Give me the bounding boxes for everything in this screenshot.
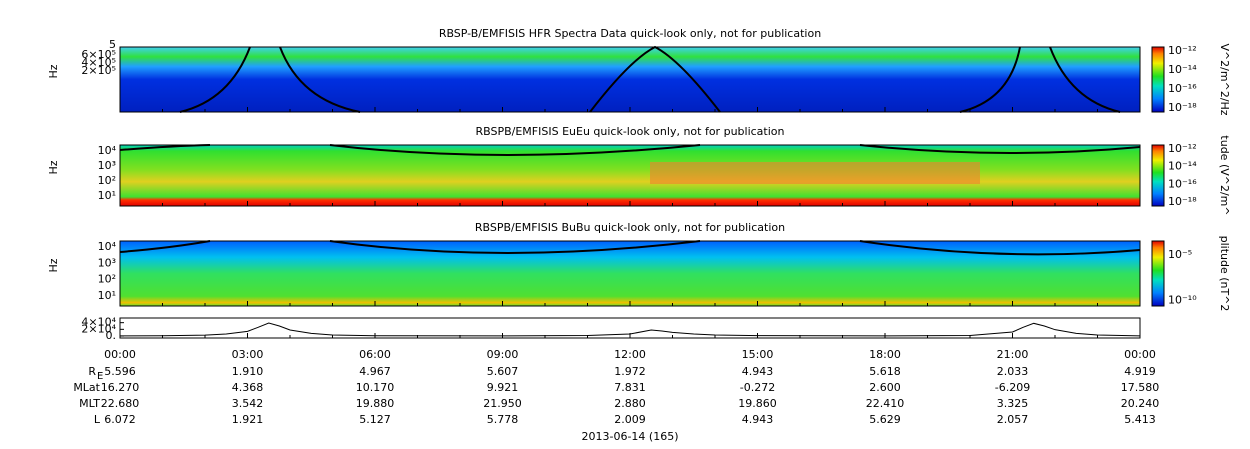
colorbar-tick-label: 10⁻¹⁸ <box>1168 101 1197 114</box>
y-tick-label: 6×10⁵ <box>81 48 116 61</box>
colorbar <box>1151 144 1165 207</box>
panel-title: RBSPB/EMFISIS EuEu quick-look only, not … <box>475 125 784 138</box>
date-label: 2013-06-14 (165) <box>581 430 678 443</box>
ephemeris-label: MLat <box>73 381 100 394</box>
ephemeris-label: L <box>94 413 101 426</box>
colorbar-tick-label: 10⁻⁵ <box>1168 248 1192 261</box>
x-tick-label: 21:00 <box>997 348 1029 361</box>
x-tick-label: 06:00 <box>359 348 391 361</box>
y-tick-label: 4×10⁴ <box>81 316 116 329</box>
ephemeris-value: 16.270 <box>101 381 140 394</box>
y-tick-label: 10⁴ <box>98 240 117 253</box>
y-tick-label: 10² <box>98 174 116 187</box>
y-tick-label: 2×10⁴ <box>81 322 116 335</box>
ephemeris-value: 2.057 <box>997 413 1029 426</box>
ephemeris-value: 17.580 <box>1121 381 1160 394</box>
colorbar-label: tude (V^2/m^ <box>1218 135 1231 215</box>
ephemeris-value: 22.680 <box>101 397 140 410</box>
x-tick-label: 18:00 <box>869 348 901 361</box>
ephemeris-value: 1.921 <box>232 413 264 426</box>
ephemeris-label-sub: E <box>97 371 103 382</box>
ephemeris-value: 2.600 <box>869 381 901 394</box>
y-tick-label: 5 <box>109 38 116 51</box>
colorbar-label: V^2/m^2/Hz <box>1218 43 1231 115</box>
y-tick-label: 10¹ <box>98 189 116 202</box>
ephemeris-value: 1.972 <box>614 365 646 378</box>
y-tick-label: 10⁴ <box>98 144 117 157</box>
colorbar <box>1151 240 1165 307</box>
spectrogram <box>120 241 1140 306</box>
x-tick-label: 12:00 <box>614 348 646 361</box>
colorbar-tick-label: 10⁻¹⁶ <box>1168 82 1197 95</box>
colorbar-tick-label: 10⁻¹² <box>1168 142 1197 155</box>
ephemeris-value: 5.629 <box>869 413 901 426</box>
ephemeris-value: 4.967 <box>359 365 391 378</box>
colorbar-tick-label: 10⁻¹⁸ <box>1168 195 1197 208</box>
ephemeris-value: 20.240 <box>1121 397 1160 410</box>
y-tick-label: 10³ <box>98 159 116 172</box>
ephemeris-value: 5.596 <box>104 365 136 378</box>
y-tick-label: 10² <box>98 273 116 286</box>
ephemeris-value: 3.542 <box>232 397 264 410</box>
ephemeris-value: 5.618 <box>869 365 901 378</box>
boundary-curve <box>119 240 1141 256</box>
spectrogram <box>120 47 1140 112</box>
ephemeris-value: 5.607 <box>487 365 519 378</box>
ephemeris-value: 4.943 <box>742 365 774 378</box>
ephemeris-value: 7.831 <box>614 381 646 394</box>
colorbar-tick-label: 10⁻¹⁴ <box>1168 160 1197 173</box>
ephemeris-value: 2.880 <box>614 397 646 410</box>
ephemeris-label: MLT <box>79 397 100 410</box>
y-tick-label: 0. <box>106 329 117 342</box>
ephemeris-value: 2.033 <box>997 365 1029 378</box>
ephemeris-value: 10.170 <box>356 381 395 394</box>
panel-title: RBSP-B/EMFISIS HFR Spectra Data quick-lo… <box>439 27 821 40</box>
data-line <box>119 322 1141 337</box>
y-tick-label: 4×10⁵ <box>81 56 116 69</box>
ephemeris-value: 6.072 <box>104 413 136 426</box>
colorbar <box>1151 46 1165 113</box>
colorbar-tick-label: 10⁻¹⁰ <box>1168 294 1197 307</box>
ephemeris-value: -6.209 <box>995 381 1030 394</box>
colorbar-tick-label: 10⁻¹² <box>1168 44 1197 57</box>
ephemeris-value: 5.127 <box>359 413 391 426</box>
x-tick-label: 03:00 <box>232 348 264 361</box>
colorbar-tick-label: 10⁻¹⁴ <box>1168 63 1197 76</box>
y-tick-label: 10¹ <box>98 289 116 302</box>
spectrogram <box>120 145 1140 206</box>
x-tick-label: 00:00 <box>1124 348 1156 361</box>
spectrogram-feature <box>650 162 980 184</box>
ephemeris-value: 9.921 <box>487 381 519 394</box>
y-tick-label: 10³ <box>98 256 116 269</box>
ephemeris-label: R <box>88 365 96 378</box>
colorbar-label: plitude (nT^2 <box>1218 236 1231 312</box>
ephemeris-value: 4.919 <box>1124 365 1156 378</box>
y-axis-label: Hz <box>47 64 60 78</box>
ephemeris-value: 5.778 <box>487 413 519 426</box>
colorbar-tick-label: 10⁻¹⁶ <box>1168 177 1197 190</box>
ephemeris-value: -0.272 <box>740 381 775 394</box>
ephemeris-value: 4.368 <box>232 381 264 394</box>
y-axis-label: Hz <box>47 258 60 272</box>
ephemeris-value: 5.413 <box>1124 413 1156 426</box>
ephemeris-value: 19.860 <box>738 397 777 410</box>
spectrogram-images <box>119 45 1141 306</box>
panel-title: RBSPB/EMFISIS BuBu quick-look only, not … <box>475 221 785 234</box>
x-tick-label: 00:00 <box>104 348 136 361</box>
ephemeris-value: 21.950 <box>483 397 522 410</box>
ephemeris-value: 2.009 <box>614 413 646 426</box>
ephemeris-value: 22.410 <box>866 397 905 410</box>
ephemeris-value: 19.880 <box>356 397 395 410</box>
x-tick-label: 09:00 <box>487 348 519 361</box>
ephemeris-value: 4.943 <box>742 413 774 426</box>
x-tick-label: 15:00 <box>742 348 774 361</box>
ephemeris-value: 3.325 <box>997 397 1029 410</box>
y-tick-label: 2×10⁵ <box>81 64 116 77</box>
ephemeris-value: 1.910 <box>232 365 264 378</box>
y-axis-label: Hz <box>47 160 60 174</box>
